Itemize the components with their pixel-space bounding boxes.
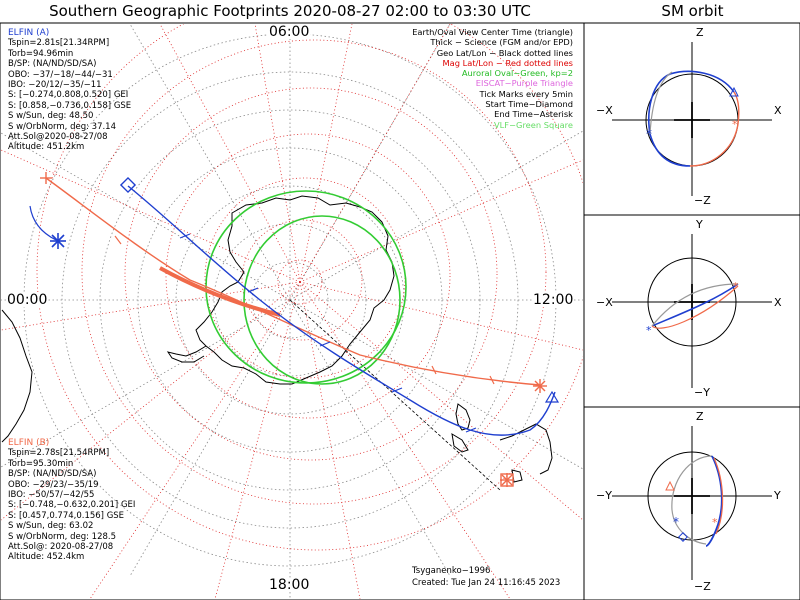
auroral-oval-inner [243,215,401,385]
hour-label-right: 12:00 [532,292,575,308]
elfin-a-line: S: [0.858,−0.736,0.158] GSE [8,100,132,111]
sm3-label-left: −Y [596,489,612,502]
elfin-b-start-asterisk [40,172,52,184]
legend-item: Earth/Oval View Center Time (triangle) [412,27,573,37]
view-line [289,299,501,491]
svg-text:*: * [733,280,739,293]
sm-panel-1: * * [612,42,772,196]
sm3-label-bottom: −Z [694,580,711,593]
elfin-b-end-asterisk [533,379,547,393]
elfin-b-line: OBO: −29/23/−35/19 [8,479,99,490]
elfin-a-line: IBO: −20/12/−35/−11 [8,80,102,91]
elfin-b-line: Altitude: 452.4km [8,552,85,563]
elfin-a-line: S: [−0.274,0.808,0.520] GEI [8,90,129,101]
elfin-a-line: S w/Sun, deg: 48.50 [8,111,94,122]
legend: Earth/Oval View Center Time (triangle) T… [412,27,573,130]
sm2-label-top: Y [696,218,703,231]
svg-text:*: * [673,515,679,529]
created-timestamp: Created: Tue Jan 24 11:16:45 2023 [412,578,561,588]
sm1-label-right: X [774,104,782,117]
elfin-a-line: Torb=94.96min [8,48,74,59]
sm-orbit-title: SM orbit [661,2,724,20]
elfin-a-info: ELFIN (A) Tspin=2.81s[21.34RPM] Torb=94.… [8,28,131,153]
plot-title: Southern Geographic Footprints 2020-08-2… [49,2,531,20]
elfin-b-line: S w/Sun, deg: 63.02 [8,521,94,532]
sm1-label-bottom: −Z [694,194,711,207]
sm-panel-3: * * [612,426,772,580]
svg-text:*: * [646,324,652,337]
elfin-b-line: Torb=95.30min [8,458,74,469]
elfin-b-header: ELFIN (B) [8,438,50,448]
elfin-b-line: S w/OrbNorm, deg: 128.5 [8,531,117,542]
hour-label-bottom: 18:00 [268,577,311,593]
elfin-b-ticks [114,235,495,385]
elfin-a-line: Altitude: 451.2km [8,142,85,153]
legend-item: Tick Marks every 5min [479,88,573,99]
view-center-triangle [544,390,560,403]
elfin-a-line: S w/OrbNorm, deg: 37.14 [8,121,117,132]
antarctica-coastline [195,195,395,385]
elfin-b-line: IBO: −50/57/−42/55 [8,490,95,501]
model-credit: Tsyganenko−1996 [412,566,491,576]
elfin-b-line: S: [−0.748,−0.632,0.201] GEI [8,500,136,511]
sm1-label-left: −X [596,104,613,117]
hour-label-left: 00:00 [6,292,49,308]
sm2-label-right: X [774,296,782,309]
elfin-b-line: Tspin=2.78s[21.54RPM] [8,448,110,459]
polar-map [1,24,583,599]
elfin-a-line: B/SP: (NA/ND/SD/SA) [8,59,97,70]
sm1-label-top: Z [696,26,704,39]
legend-item: VLF−Green Square [494,119,573,130]
legend-item: Mag Lat/Lon − Red dotted lines [442,57,574,68]
svg-text:*: * [712,516,718,529]
elfin-b-line: B/SP: (NA/ND/SD/SA) [8,469,97,480]
new-zealand-coast [451,403,471,453]
legend-item: Start Time−Diamond [485,99,573,110]
elfin-a-short-track [29,205,57,241]
svg-text:*: * [646,127,652,141]
sm2-label-left: −X [596,296,613,309]
vlf-marker-asterisk [500,473,514,487]
elfin-b-info: ELFIN (B) Tspin=2.78s[21.54RPM] Torb=95.… [8,438,135,563]
legend-item: Thick − Science (FGM and/or EPD) [430,37,573,48]
sm-panel-2: * * [612,234,772,388]
legend-item: EISCAT−Purple Triangle [475,78,573,89]
elfin-a-track [127,185,556,436]
elfin-a-header: ELFIN (A) [8,28,50,38]
sm2-label-bottom: −Y [694,386,710,399]
elfin-b-line: Att.Sol@: 2020-08-27/08 [8,542,114,553]
elfin-a-start-diamond [119,176,137,194]
elfin-b-line: S: [0.457,0.774,0.156] GSE [8,510,125,521]
legend-item: Auroral Oval−Green, kp=2 [461,68,573,79]
legend-item: Geo Lat/Lon − Black dotted lines [436,47,573,58]
hour-label-top: 06:00 [268,24,311,40]
elfin-a-line: Tspin=2.81s[21.34RPM] [8,38,110,49]
elfin-a-end-asterisk [50,233,66,249]
svg-text:*: * [732,118,738,131]
legend-item: End Time−Asterisk [494,109,573,120]
elfin-a-line: OBO: −37/−18/−44/−31 [8,69,113,80]
elfin-a-ticks [179,233,477,433]
elfin-b-science-segment [159,266,281,317]
elfin-b-track [45,177,541,386]
sm3-label-right: Y [774,489,781,502]
antarctic-peninsula [166,345,207,363]
sm3-label-top: Z [696,410,704,423]
south-america-coast [1,309,33,443]
elfin-a-line: Att.Sol@2020-08-27/08 [8,132,108,143]
